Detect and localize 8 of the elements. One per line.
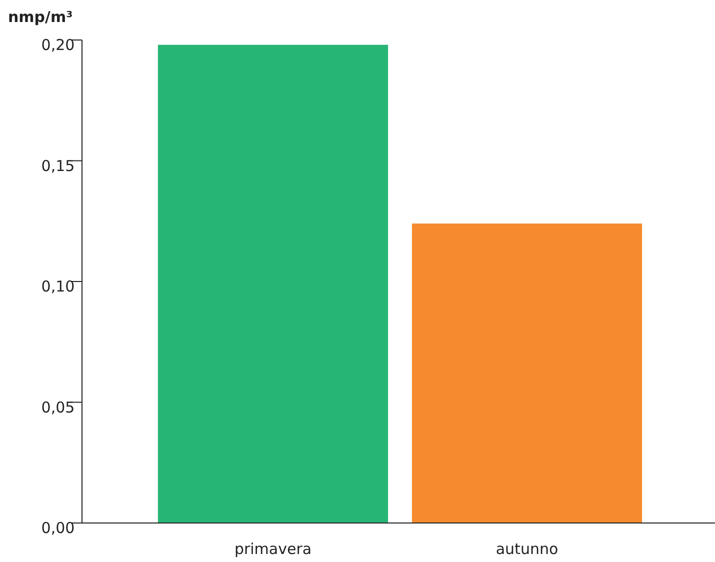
y-tick-label: 0,15 — [41, 156, 75, 175]
y-tick-label: 0,20 — [41, 36, 75, 54]
y-tick-label: 0,10 — [41, 278, 75, 296]
x-tick-label: primavera — [234, 540, 312, 558]
y-tick-label: 0,05 — [41, 398, 75, 416]
y-tick-label: 0,00 — [41, 519, 75, 537]
y-axis-title: nmp/m³ — [8, 8, 73, 26]
x-tick-label: autunno — [496, 540, 558, 558]
